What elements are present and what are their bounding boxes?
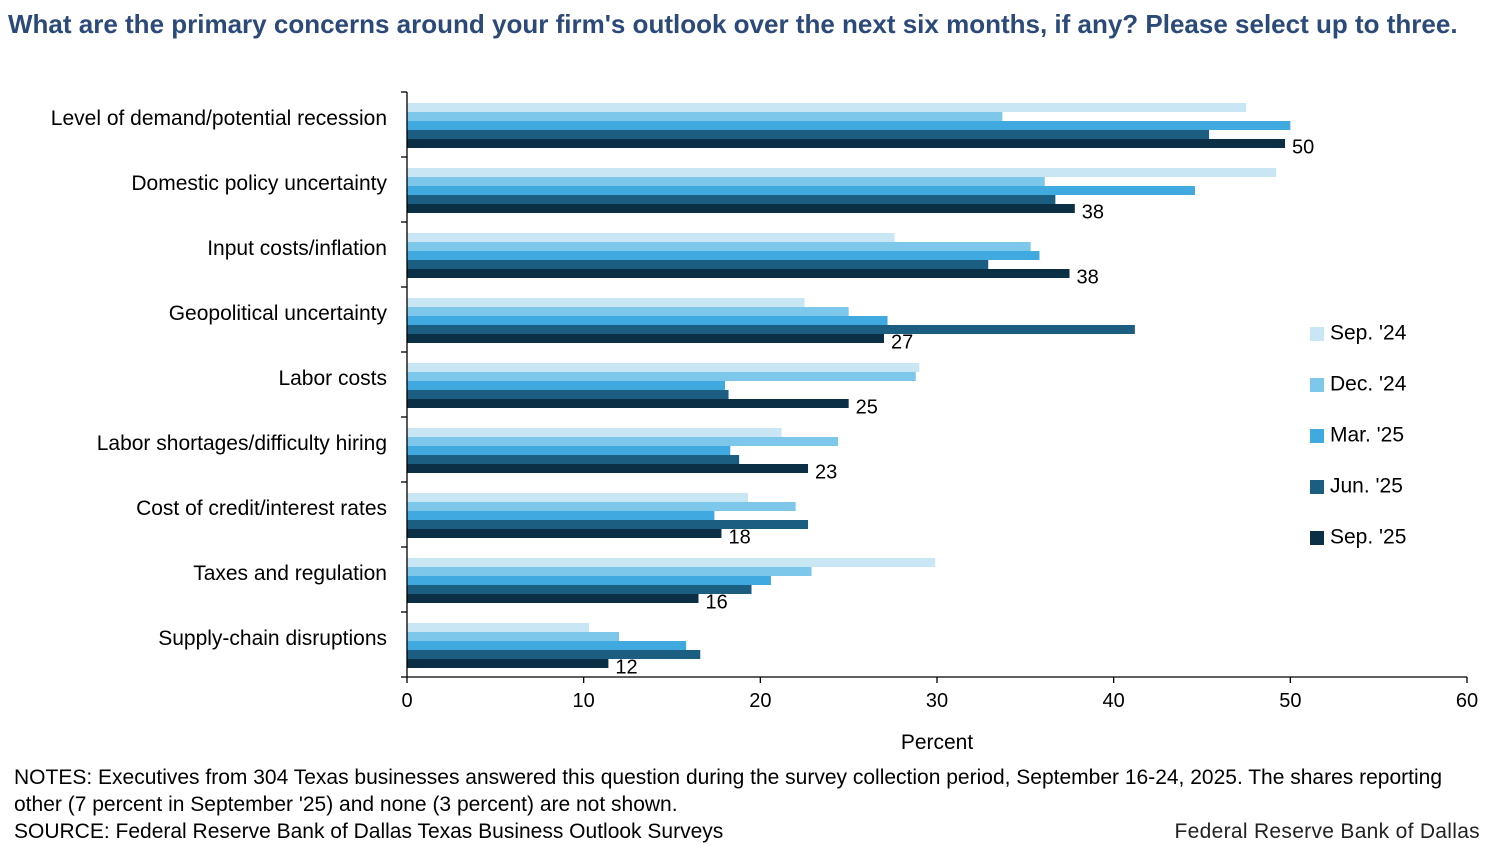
category-label: Domestic policy uncertainty	[131, 172, 387, 195]
bar	[407, 650, 701, 659]
bar	[407, 251, 1040, 260]
bar	[407, 269, 1070, 278]
bar	[407, 103, 1247, 112]
x-tick-label: 0	[401, 690, 412, 712]
category-label: Labor costs	[278, 367, 387, 390]
bar	[407, 567, 812, 576]
bar	[407, 455, 740, 464]
x-tick-label: 30	[926, 690, 948, 712]
bar	[407, 493, 748, 502]
bar	[407, 576, 771, 585]
bar	[407, 316, 888, 325]
bar	[407, 594, 699, 603]
bar	[407, 558, 936, 567]
bar	[407, 186, 1195, 195]
bar	[407, 204, 1075, 213]
bar	[407, 307, 849, 316]
bar	[407, 464, 809, 473]
chart-notes: NOTES: Executives from 304 Texas busines…	[14, 766, 1442, 816]
category-label: Supply-chain disruptions	[158, 627, 387, 650]
data-label: 38	[1082, 201, 1104, 223]
bar	[407, 325, 1135, 334]
bar	[407, 298, 805, 307]
x-tick-label: 20	[749, 690, 771, 712]
bar	[407, 399, 849, 408]
data-label: 12	[615, 656, 637, 678]
bar	[407, 363, 920, 372]
x-tick-label: 40	[1103, 690, 1125, 712]
brand-wordmark: Federal Reserve Bank of Dallas	[1174, 820, 1480, 843]
data-label: 25	[856, 396, 878, 418]
category-label: Input costs/inflation	[207, 237, 387, 260]
legend-label: Sep. '25	[1330, 526, 1406, 549]
bar	[407, 520, 809, 529]
legend-label: Dec. '24	[1330, 373, 1407, 396]
legend-label: Sep. '24	[1330, 322, 1407, 345]
category-label: Taxes and regulation	[193, 562, 387, 585]
category-label: Labor shortages/difficulty hiring	[97, 432, 387, 455]
bar	[407, 121, 1291, 130]
legend-swatch	[1310, 327, 1324, 341]
bar	[407, 168, 1277, 177]
bar	[407, 446, 731, 455]
bars-layer	[407, 103, 1291, 668]
data-label: 18	[728, 526, 750, 548]
bar	[407, 390, 729, 399]
bar	[407, 139, 1286, 148]
bar	[407, 260, 989, 269]
x-tick-label: 50	[1279, 690, 1301, 712]
legend-label: Mar. '25	[1330, 424, 1404, 447]
chart-title: What are the primary concerns around you…	[8, 9, 1458, 39]
bar	[407, 511, 715, 520]
bar	[407, 334, 884, 343]
category-label: Cost of credit/interest rates	[136, 497, 387, 520]
data-label: 16	[706, 591, 728, 613]
labels-layer: Level of demand/potential recession 50 Dom…	[51, 107, 1315, 678]
bar	[407, 233, 895, 242]
category-label: Geopolitical uncertainty	[169, 302, 388, 325]
bar	[407, 529, 722, 538]
chart-source: SOURCE: Federal Reserve Bank of Dallas T…	[14, 820, 724, 843]
bar	[407, 428, 782, 437]
legend-swatch	[1310, 429, 1324, 443]
bar	[407, 177, 1045, 186]
bar	[407, 659, 609, 668]
legend-swatch	[1310, 531, 1324, 545]
data-label: 50	[1292, 136, 1314, 158]
bar	[407, 242, 1031, 251]
x-tick-label: 10	[573, 690, 595, 712]
legend: Sep. '24 Dec. '24 Mar. '25 Jun. '25 Sep. '25	[1310, 322, 1407, 549]
data-label: 38	[1077, 266, 1099, 288]
axes-layer: 0 10 20 30 40 50 60 Percent	[401, 91, 1478, 754]
legend-swatch	[1310, 378, 1324, 392]
data-label: 23	[815, 461, 837, 483]
legend-swatch	[1310, 480, 1324, 494]
x-tick-label: 60	[1456, 690, 1478, 712]
bar	[407, 437, 839, 446]
bar	[407, 130, 1210, 139]
bar	[407, 632, 619, 641]
bar	[407, 195, 1056, 204]
bar	[407, 372, 916, 381]
bar	[407, 641, 687, 650]
bar	[407, 585, 752, 594]
data-label: 27	[891, 331, 913, 353]
bar	[407, 623, 589, 632]
x-axis-label: Percent	[901, 731, 974, 754]
legend-label: Jun. '25	[1330, 475, 1403, 498]
bar	[407, 381, 725, 390]
bar	[407, 112, 1003, 121]
category-label: Level of demand/potential recession	[51, 107, 387, 130]
bar	[407, 502, 796, 511]
